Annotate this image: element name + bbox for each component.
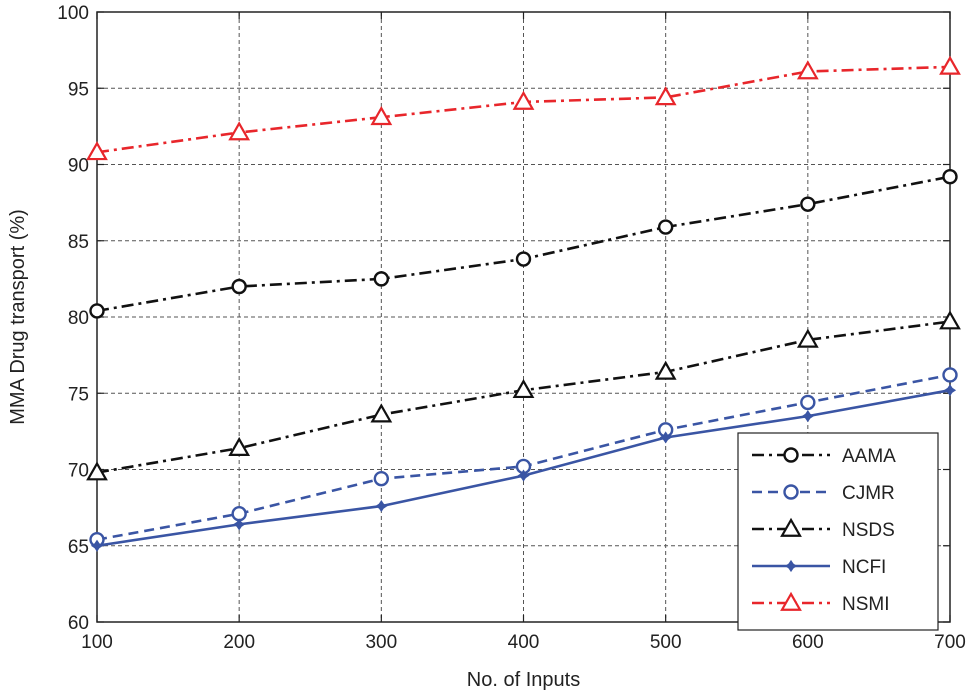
- axis-ticks: [96, 11, 951, 623]
- data-point-cjmr: [373, 470, 390, 487]
- x-tick-label: 200: [223, 632, 255, 653]
- data-point-nsmi: [370, 106, 393, 126]
- y-tick-label: 85: [68, 232, 89, 253]
- data-point-nsmi: [228, 121, 251, 141]
- series-group: [86, 55, 961, 552]
- data-point-nsmi: [654, 86, 677, 106]
- data-point-nsds: [370, 403, 393, 423]
- y-tick-label: 60: [68, 613, 89, 634]
- x-tick-label: 400: [508, 632, 540, 653]
- legend-label-ncfi: NCFI: [842, 557, 886, 578]
- tick-labels: 100 200 300 400 500 600 700 60 65 70 75 80 85 90 95 100: [57, 3, 966, 653]
- x-tick-label: 300: [365, 632, 397, 653]
- data-point-nsds: [654, 360, 677, 380]
- legend-label-aama: AAMA: [842, 446, 896, 467]
- legend-label-cjmr: CJMR: [842, 483, 895, 504]
- data-point-nsds: [228, 436, 251, 456]
- data-point-ncfi: [659, 431, 672, 444]
- data-point-aama: [89, 303, 105, 319]
- data-point-nsds: [86, 461, 108, 481]
- x-tick-label: 700: [934, 632, 966, 653]
- legend-marker-ncfi: [784, 559, 798, 573]
- legend-item-cjmr: CJMR: [752, 483, 895, 504]
- y-tick-label: 100: [57, 3, 89, 24]
- data-point-ncfi: [233, 518, 246, 531]
- x-tick-label: 600: [792, 632, 824, 653]
- x-axis-title: No. of Inputs: [467, 669, 580, 691]
- data-point-aama: [231, 278, 247, 295]
- x-tick-label: 500: [650, 632, 682, 653]
- legend-item-nsmi: NSMI: [752, 591, 890, 615]
- legend-item-ncfi: NCFI: [752, 557, 886, 578]
- data-point-ncfi: [801, 410, 814, 423]
- series-aama: [89, 168, 958, 319]
- y-tick-label: 95: [68, 79, 89, 100]
- series-ncfi: [90, 384, 957, 552]
- y-tick-label: 70: [68, 461, 89, 482]
- y-tick-label: 75: [68, 384, 89, 405]
- data-point-nsds: [796, 328, 819, 348]
- legend-item-aama: AAMA: [752, 446, 896, 467]
- data-point-nsds: [939, 310, 961, 330]
- legend-box: [737, 432, 939, 631]
- data-point-ncfi: [375, 500, 388, 513]
- legend-marker-nsmi: [780, 591, 802, 611]
- legend-marker-aama: [783, 447, 799, 463]
- legend-item-nsds: NSDS: [752, 517, 895, 541]
- data-point-aama: [515, 251, 532, 267]
- data-point-cjmr: [800, 394, 816, 411]
- y-axis-title: MMA Drug transport (%): [7, 209, 29, 425]
- legend-label-nsmi: NSMI: [842, 594, 890, 615]
- series-cjmr: [89, 367, 958, 548]
- data-point-cjmr: [231, 506, 247, 522]
- y-tick-label: 65: [68, 537, 89, 558]
- data-point-nsmi: [86, 141, 108, 161]
- series-nsmi: [86, 55, 961, 161]
- y-tick-label: 80: [68, 308, 89, 329]
- y-tick-label: 90: [68, 156, 89, 177]
- data-point-nsds: [512, 378, 535, 399]
- data-point-cjmr: [942, 367, 958, 383]
- x-tick-label: 100: [81, 632, 113, 653]
- data-point-nsmi: [512, 90, 535, 110]
- data-point-ncfi: [517, 469, 530, 482]
- legend: AAMA CJMR NSDS NCFI NSMI: [737, 432, 939, 631]
- legend-label-nsds: NSDS: [842, 520, 895, 541]
- data-point-aama: [657, 219, 674, 235]
- data-point-ncfi: [943, 384, 957, 397]
- legend-marker-nsds: [780, 517, 802, 537]
- data-point-aama: [800, 196, 816, 212]
- legend-marker-cjmr: [783, 484, 799, 500]
- data-point-aama: [942, 168, 958, 185]
- series-nsds: [86, 310, 961, 481]
- data-point-aama: [373, 271, 390, 287]
- data-point-ncfi: [90, 539, 104, 552]
- data-point-nsmi: [939, 55, 961, 75]
- data-point-nsmi: [796, 60, 819, 80]
